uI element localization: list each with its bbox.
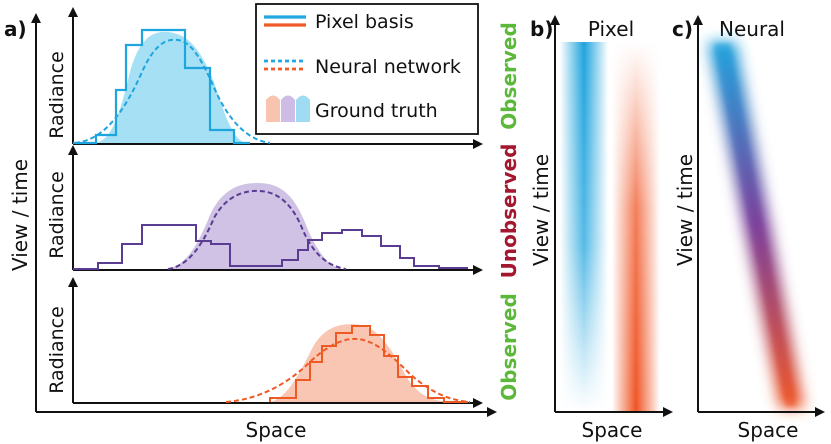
legend-ground-truth: Ground truth [315,100,438,122]
pixel-basis-line [73,224,468,270]
neural-network-line [167,189,347,270]
legend: Pixel basis Neural network Ground truth [255,3,479,135]
panel-c-axes [693,15,825,417]
status-unobserved: Unobserved [497,144,521,279]
ground-truth-fill [95,31,246,143]
pixel-basis-line [269,325,468,403]
view-time-label: View / time [8,159,32,271]
status-observed-bottom: Observed [497,293,521,401]
panel-b-label: b) [530,17,553,41]
legend-pixel-basis-swatch [264,15,306,27]
panel-b-axes [550,15,673,417]
legend-neural-network-swatch [264,59,306,71]
space-label-a: Space [246,418,307,442]
neural-band [708,42,804,408]
ground-truth-fill [270,324,452,402]
neural-network-line [225,337,471,403]
panel-c-title: Neural [719,17,785,41]
ground-truth-fill [165,183,342,269]
panel-a-axes [31,13,497,417]
pixel-basis-line [73,28,250,145]
view-time-label-c: View / time [673,154,697,266]
space-label-c: Space [738,418,799,442]
radiance-label: Radiance [46,51,68,139]
panel-a-label: a) [4,17,27,41]
panel-c-label: c) [672,17,693,41]
status-observed-top: Observed [497,22,521,130]
row-observed-top: Radiance [46,7,483,149]
neural-network-line [74,38,271,144]
panel-b-title: Pixel [588,17,634,41]
pixel-basis-bands [560,42,660,412]
legend-pixel-basis: Pixel basis [315,11,414,33]
row-unobserved: Radiance [46,145,483,275]
view-time-label-b: View / time [529,154,553,266]
space-label-b: Space [582,418,643,442]
row-observed-bottom: Radiance [46,277,483,408]
legend-neural-network: Neural network [315,56,461,78]
radiance-label: Radiance [46,306,68,394]
legend-ground-truth-swatch [266,95,310,122]
radiance-label: Radiance [46,171,68,259]
